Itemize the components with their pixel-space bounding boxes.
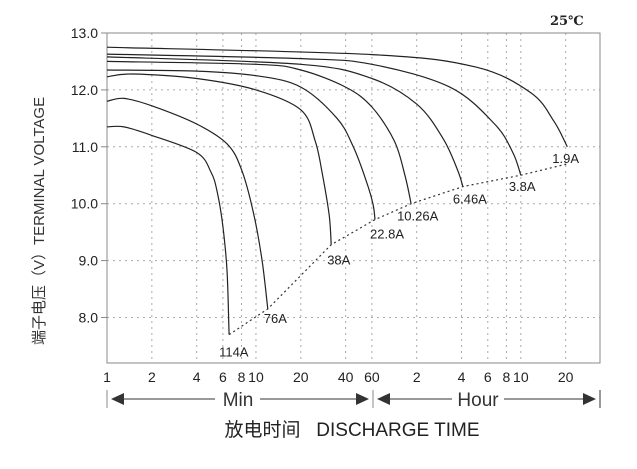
x-tick-label: 4	[193, 369, 201, 385]
curve-3-8A	[106, 53, 522, 176]
curve-label: 6.46A	[453, 192, 487, 207]
x-tick-label: 2	[413, 369, 421, 385]
curve-38A	[106, 73, 332, 245]
x-tick-label: 10	[513, 369, 529, 385]
x-tick-label: 6	[484, 369, 492, 385]
x-tick-label: 8	[238, 369, 246, 385]
y-tick-label: 10.0	[71, 196, 98, 212]
y-tick-label: 9.0	[79, 253, 99, 269]
x-axis-label: 放电时间 DISCHARGE TIME	[224, 419, 479, 441]
range-arrows: Min Hour	[106, 390, 601, 411]
y-axis-label: 端子电压（V）TERMINAL VOLTAGE	[31, 97, 48, 345]
curve-114A	[106, 125, 230, 335]
x-tick-label: 2	[148, 369, 156, 385]
y-ticks: 13.0 12.0 11.0 10.0 9.0 8.0	[71, 25, 107, 325]
curve-label: 38A	[327, 253, 350, 268]
x-tick-label: 20	[293, 369, 309, 385]
end-voltage-line	[228, 163, 568, 336]
curve-label: 10.26A	[397, 209, 439, 224]
curve-label: 22.8A	[370, 227, 404, 242]
curve-label: 3.8A	[509, 179, 536, 194]
arrow-left-icon	[111, 393, 124, 405]
curve-10-26A	[106, 60, 412, 204]
x-tick-label: 10	[248, 369, 264, 385]
curve-76A	[106, 97, 269, 309]
curve-label: 1.9A	[552, 151, 579, 166]
x-tick-label: 20	[558, 369, 574, 385]
y-tick-label: 11.0	[72, 139, 98, 155]
x-tick-label: 60	[364, 369, 380, 385]
x-tick-label: 8	[502, 369, 510, 385]
arrow-right-icon	[356, 393, 369, 405]
arrow-right-icon	[583, 393, 596, 405]
grid	[107, 32, 600, 363]
hour-range-label: Hour	[457, 390, 499, 411]
x-tick-label: 40	[338, 369, 354, 385]
plot-frame	[106, 32, 601, 364]
curve-label: 114A	[219, 345, 249, 360]
curve-label: 76A	[264, 311, 287, 326]
arrow-left-icon	[377, 393, 390, 405]
x-ticks: 1 2 4 6 8 10 20 40 60 2 4 6 8 10 20	[103, 369, 574, 385]
temperature-annotation: 25℃	[550, 14, 584, 29]
min-range-label: Min	[223, 390, 254, 411]
curves: 114A 76A 38A 22.8A 10.26A 6.46A 3.8A 1.9A	[106, 46, 579, 360]
x-tick-label: 6	[219, 369, 227, 385]
x-tick-label: 1	[103, 369, 111, 385]
x-tick-label: 4	[458, 369, 466, 385]
y-tick-label: 13.0	[71, 25, 98, 41]
y-tick-label: 12.0	[71, 82, 98, 98]
curve-1-9A	[106, 46, 568, 148]
curve-6-46A	[106, 56, 464, 187]
curve-22-8A	[106, 69, 376, 220]
y-tick-label: 8.0	[79, 309, 99, 325]
